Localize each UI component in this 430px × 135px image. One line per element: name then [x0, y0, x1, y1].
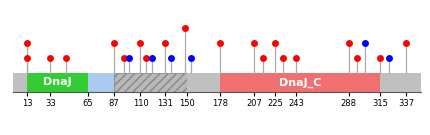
- Bar: [220, 73, 381, 92]
- Bar: [27, 73, 88, 92]
- Text: DnaJ_C: DnaJ_C: [279, 77, 322, 87]
- Bar: [13, 73, 421, 92]
- Bar: [381, 73, 406, 92]
- Text: DnaJ: DnaJ: [43, 77, 72, 87]
- Bar: [187, 73, 220, 92]
- Bar: [88, 73, 114, 92]
- Bar: [114, 73, 187, 92]
- Bar: [13, 73, 27, 92]
